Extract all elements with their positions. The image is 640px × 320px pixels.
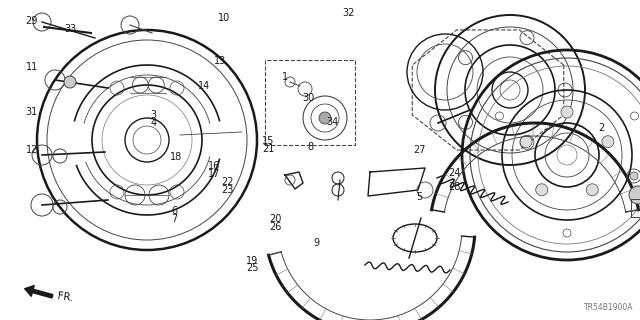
Ellipse shape <box>520 136 532 148</box>
Text: 9: 9 <box>314 238 320 248</box>
Text: FR.: FR. <box>57 291 74 303</box>
Text: 12: 12 <box>26 145 38 156</box>
Text: 13: 13 <box>214 56 227 66</box>
Text: 6: 6 <box>172 206 178 216</box>
Text: 15: 15 <box>262 136 275 146</box>
Text: 17: 17 <box>208 169 220 180</box>
Text: 19: 19 <box>246 256 259 266</box>
Text: 26: 26 <box>269 222 281 232</box>
Text: 7: 7 <box>172 214 178 224</box>
Text: 5: 5 <box>416 192 422 202</box>
Text: 30: 30 <box>303 92 315 103</box>
Text: 31: 31 <box>26 107 38 117</box>
Text: 3: 3 <box>150 110 157 120</box>
Ellipse shape <box>629 186 640 204</box>
Text: 11: 11 <box>26 62 38 72</box>
Ellipse shape <box>536 184 548 196</box>
Ellipse shape <box>630 172 638 180</box>
Text: 8: 8 <box>307 142 314 152</box>
Text: 20: 20 <box>269 214 281 224</box>
Text: 21: 21 <box>262 144 275 154</box>
Ellipse shape <box>602 136 614 148</box>
Text: 32: 32 <box>342 8 355 18</box>
Text: 4: 4 <box>150 118 157 128</box>
Text: TR54B1900A: TR54B1900A <box>584 303 634 312</box>
Text: 1: 1 <box>282 72 288 82</box>
Text: 18: 18 <box>170 152 182 162</box>
Ellipse shape <box>561 106 573 118</box>
Text: 24: 24 <box>448 168 460 178</box>
Bar <box>631 199 640 217</box>
Text: 16: 16 <box>208 161 220 172</box>
Bar <box>265 60 355 145</box>
Text: 28: 28 <box>448 182 460 192</box>
Text: 22: 22 <box>221 177 234 188</box>
Text: 27: 27 <box>413 145 426 156</box>
Text: 23: 23 <box>221 185 233 196</box>
Text: 25: 25 <box>246 263 259 273</box>
Ellipse shape <box>586 184 598 196</box>
Ellipse shape <box>319 112 331 124</box>
Text: 2: 2 <box>598 123 605 133</box>
Text: 14: 14 <box>198 81 211 92</box>
FancyArrowPatch shape <box>25 285 52 298</box>
Text: 29: 29 <box>26 16 38 26</box>
Text: 33: 33 <box>64 24 76 34</box>
Text: 10: 10 <box>218 12 230 23</box>
Text: 34: 34 <box>326 116 339 127</box>
Ellipse shape <box>64 76 76 88</box>
